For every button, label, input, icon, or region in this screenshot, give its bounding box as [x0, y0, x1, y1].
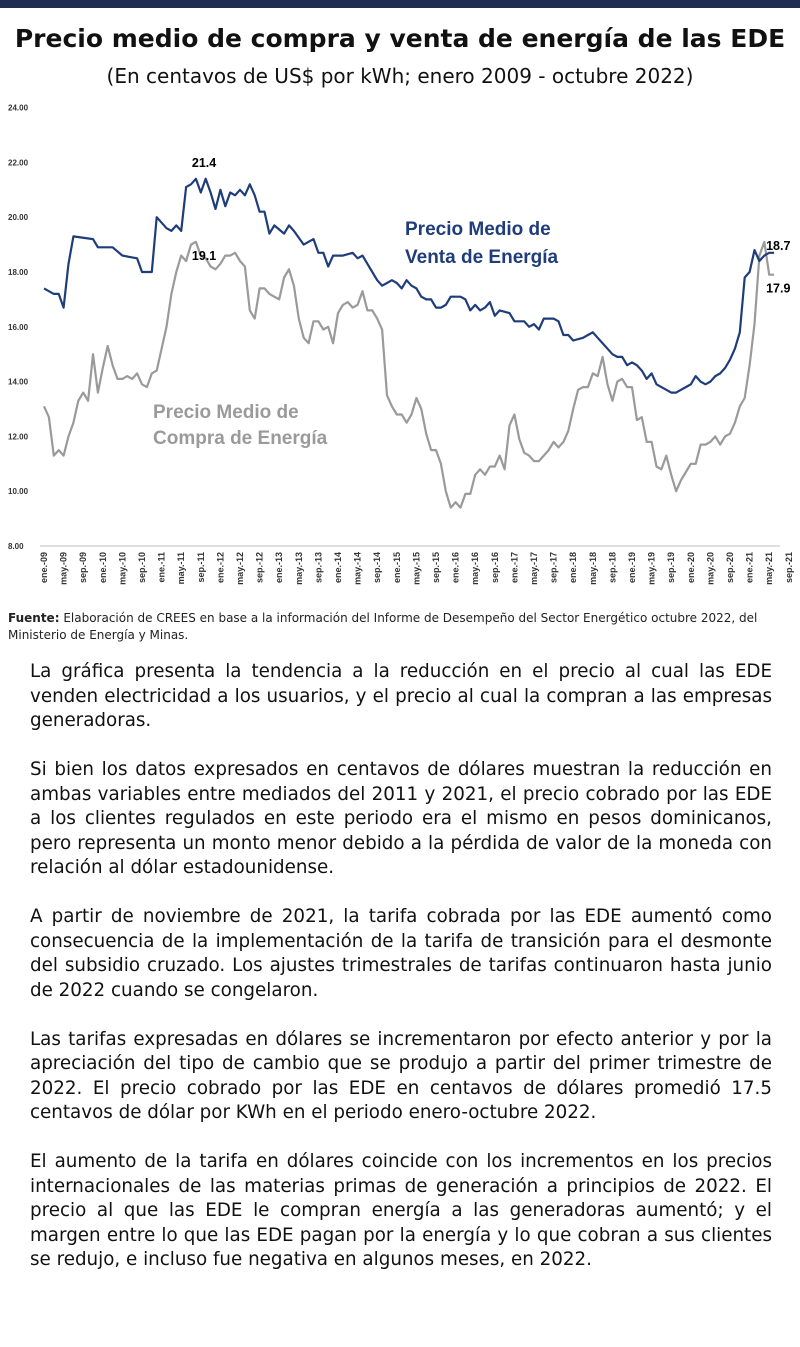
legend-venta-line1: Precio Medio de: [405, 219, 551, 240]
x-tick-label: ene.-10: [98, 552, 108, 583]
series-venta-line: [43, 177, 775, 394]
x-tick-label: may.-11: [176, 552, 186, 584]
y-tick-label: 12.00: [8, 432, 29, 441]
y-axis: 8.00 10.00 12.00 14.00 16.00 18.00 20.00 22.00 2…: [8, 104, 29, 551]
y-tick-label: 20.00: [8, 213, 29, 222]
x-tick-label: may.-13: [294, 552, 304, 585]
x-tick-label: sep.-20: [725, 552, 735, 583]
y-tick-label: 14.00: [8, 378, 29, 387]
x-tick-label: may.-14: [353, 552, 363, 585]
price-line-chart: 8.00 10.00 12.00 14.00 16.00 18.00 20.00 22.00 2…: [8, 104, 794, 585]
x-tick-label: ene.-12: [215, 552, 225, 583]
data-label: 17.9: [766, 282, 790, 296]
x-tick-label: ene.-21: [745, 552, 755, 583]
paragraph-5: El aumento de la tarifa en dólares coinc…: [30, 1151, 772, 1270]
y-tick-label: 24.00: [8, 104, 29, 113]
x-tick-label: may.-18: [588, 552, 598, 585]
x-tick-label: ene.-15: [392, 552, 402, 583]
data-labels: 21.4 19.1 18.7 17.9: [192, 156, 791, 296]
x-tick-label: sep.-12: [255, 552, 265, 583]
x-tick-label: sep.-13: [313, 552, 323, 583]
top-color-bar: [0, 0, 800, 8]
data-label: 21.4: [192, 156, 216, 170]
legend-venta-line2: Venta de Energía: [405, 247, 559, 268]
legend-compra-line1: Precio Medio de: [153, 402, 299, 423]
x-tick-label: may.-09: [59, 552, 69, 585]
x-tick-label: sep.-18: [607, 552, 617, 583]
paragraph-4: Las tarifas expresadas en dólares se inc…: [30, 1028, 772, 1124]
x-tick-label: ene.-14: [333, 552, 343, 583]
x-tick-label: sep.-19: [666, 552, 676, 583]
x-tick-label: may.-12: [235, 552, 245, 585]
x-tick-label: sep.-11: [196, 552, 206, 583]
y-tick-label: 22.00: [8, 158, 29, 167]
chart-title: Precio medio de compra y venta de energí…: [14, 24, 786, 53]
x-tick-label: may.-16: [470, 552, 480, 585]
x-tick-label: sep.-17: [549, 552, 559, 583]
source-text: Elaboración de CREES en base a la inform…: [8, 611, 758, 642]
x-tick-label: ene.-13: [274, 552, 284, 583]
chart-subtitle: (En centavos de US$ por kWh; enero 2009 …: [106, 64, 694, 88]
x-tick-label: sep.-14: [372, 552, 382, 583]
data-label: 19.1: [192, 249, 216, 263]
x-tick-label: sep.-16: [490, 552, 500, 583]
series-compra-line: [42, 240, 775, 509]
paragraph-2: Si bien los datos expresados en centavos…: [30, 759, 772, 878]
x-tick-label: ene.-20: [686, 552, 696, 583]
x-tick-label: may.-10: [117, 552, 127, 585]
body-text: La gráfica presenta la tendencia a la re…: [30, 660, 772, 1297]
x-tick-label: ene.-11: [157, 552, 167, 583]
x-tick-label: sep.-21: [784, 552, 794, 583]
y-tick-label: 8.00: [8, 542, 24, 551]
paragraph-3: A partir de noviembre de 2021, la tarifa…: [30, 906, 772, 1001]
y-tick-label: 16.00: [8, 323, 29, 332]
x-tick-label: ene.-17: [509, 552, 519, 583]
x-tick-label: may.-21: [764, 552, 774, 585]
data-label: 18.7: [766, 239, 790, 253]
x-tick-label: sep.-10: [137, 552, 147, 583]
source-label: Fuente:: [8, 611, 60, 625]
x-axis: ene.-09 may.-09 sep.-09 ene.-10 may.-10 sep.-…: [39, 552, 794, 585]
x-tick-label: ene.-18: [568, 552, 578, 583]
x-tick-label: may.-19: [647, 552, 657, 585]
paragraph-1: La gráfica presenta la tendencia a la re…: [30, 661, 772, 731]
legend-compra-line2: Compra de Energía: [153, 428, 328, 449]
x-tick-label: ene.-16: [451, 552, 461, 583]
x-tick-label: sep.-09: [78, 552, 88, 583]
x-tick-label: may.-15: [411, 552, 421, 585]
x-tick-label: ene.-19: [627, 552, 637, 583]
x-tick-label: sep.-15: [431, 552, 441, 583]
x-tick-label: may.-20: [705, 552, 715, 585]
source-note: Fuente: Elaboración de CREES en base a l…: [8, 610, 792, 644]
x-tick-label: ene.-09: [39, 552, 49, 583]
y-tick-label: 10.00: [8, 487, 29, 496]
y-tick-label: 18.00: [8, 268, 29, 277]
x-tick-label: may.-17: [529, 552, 539, 585]
